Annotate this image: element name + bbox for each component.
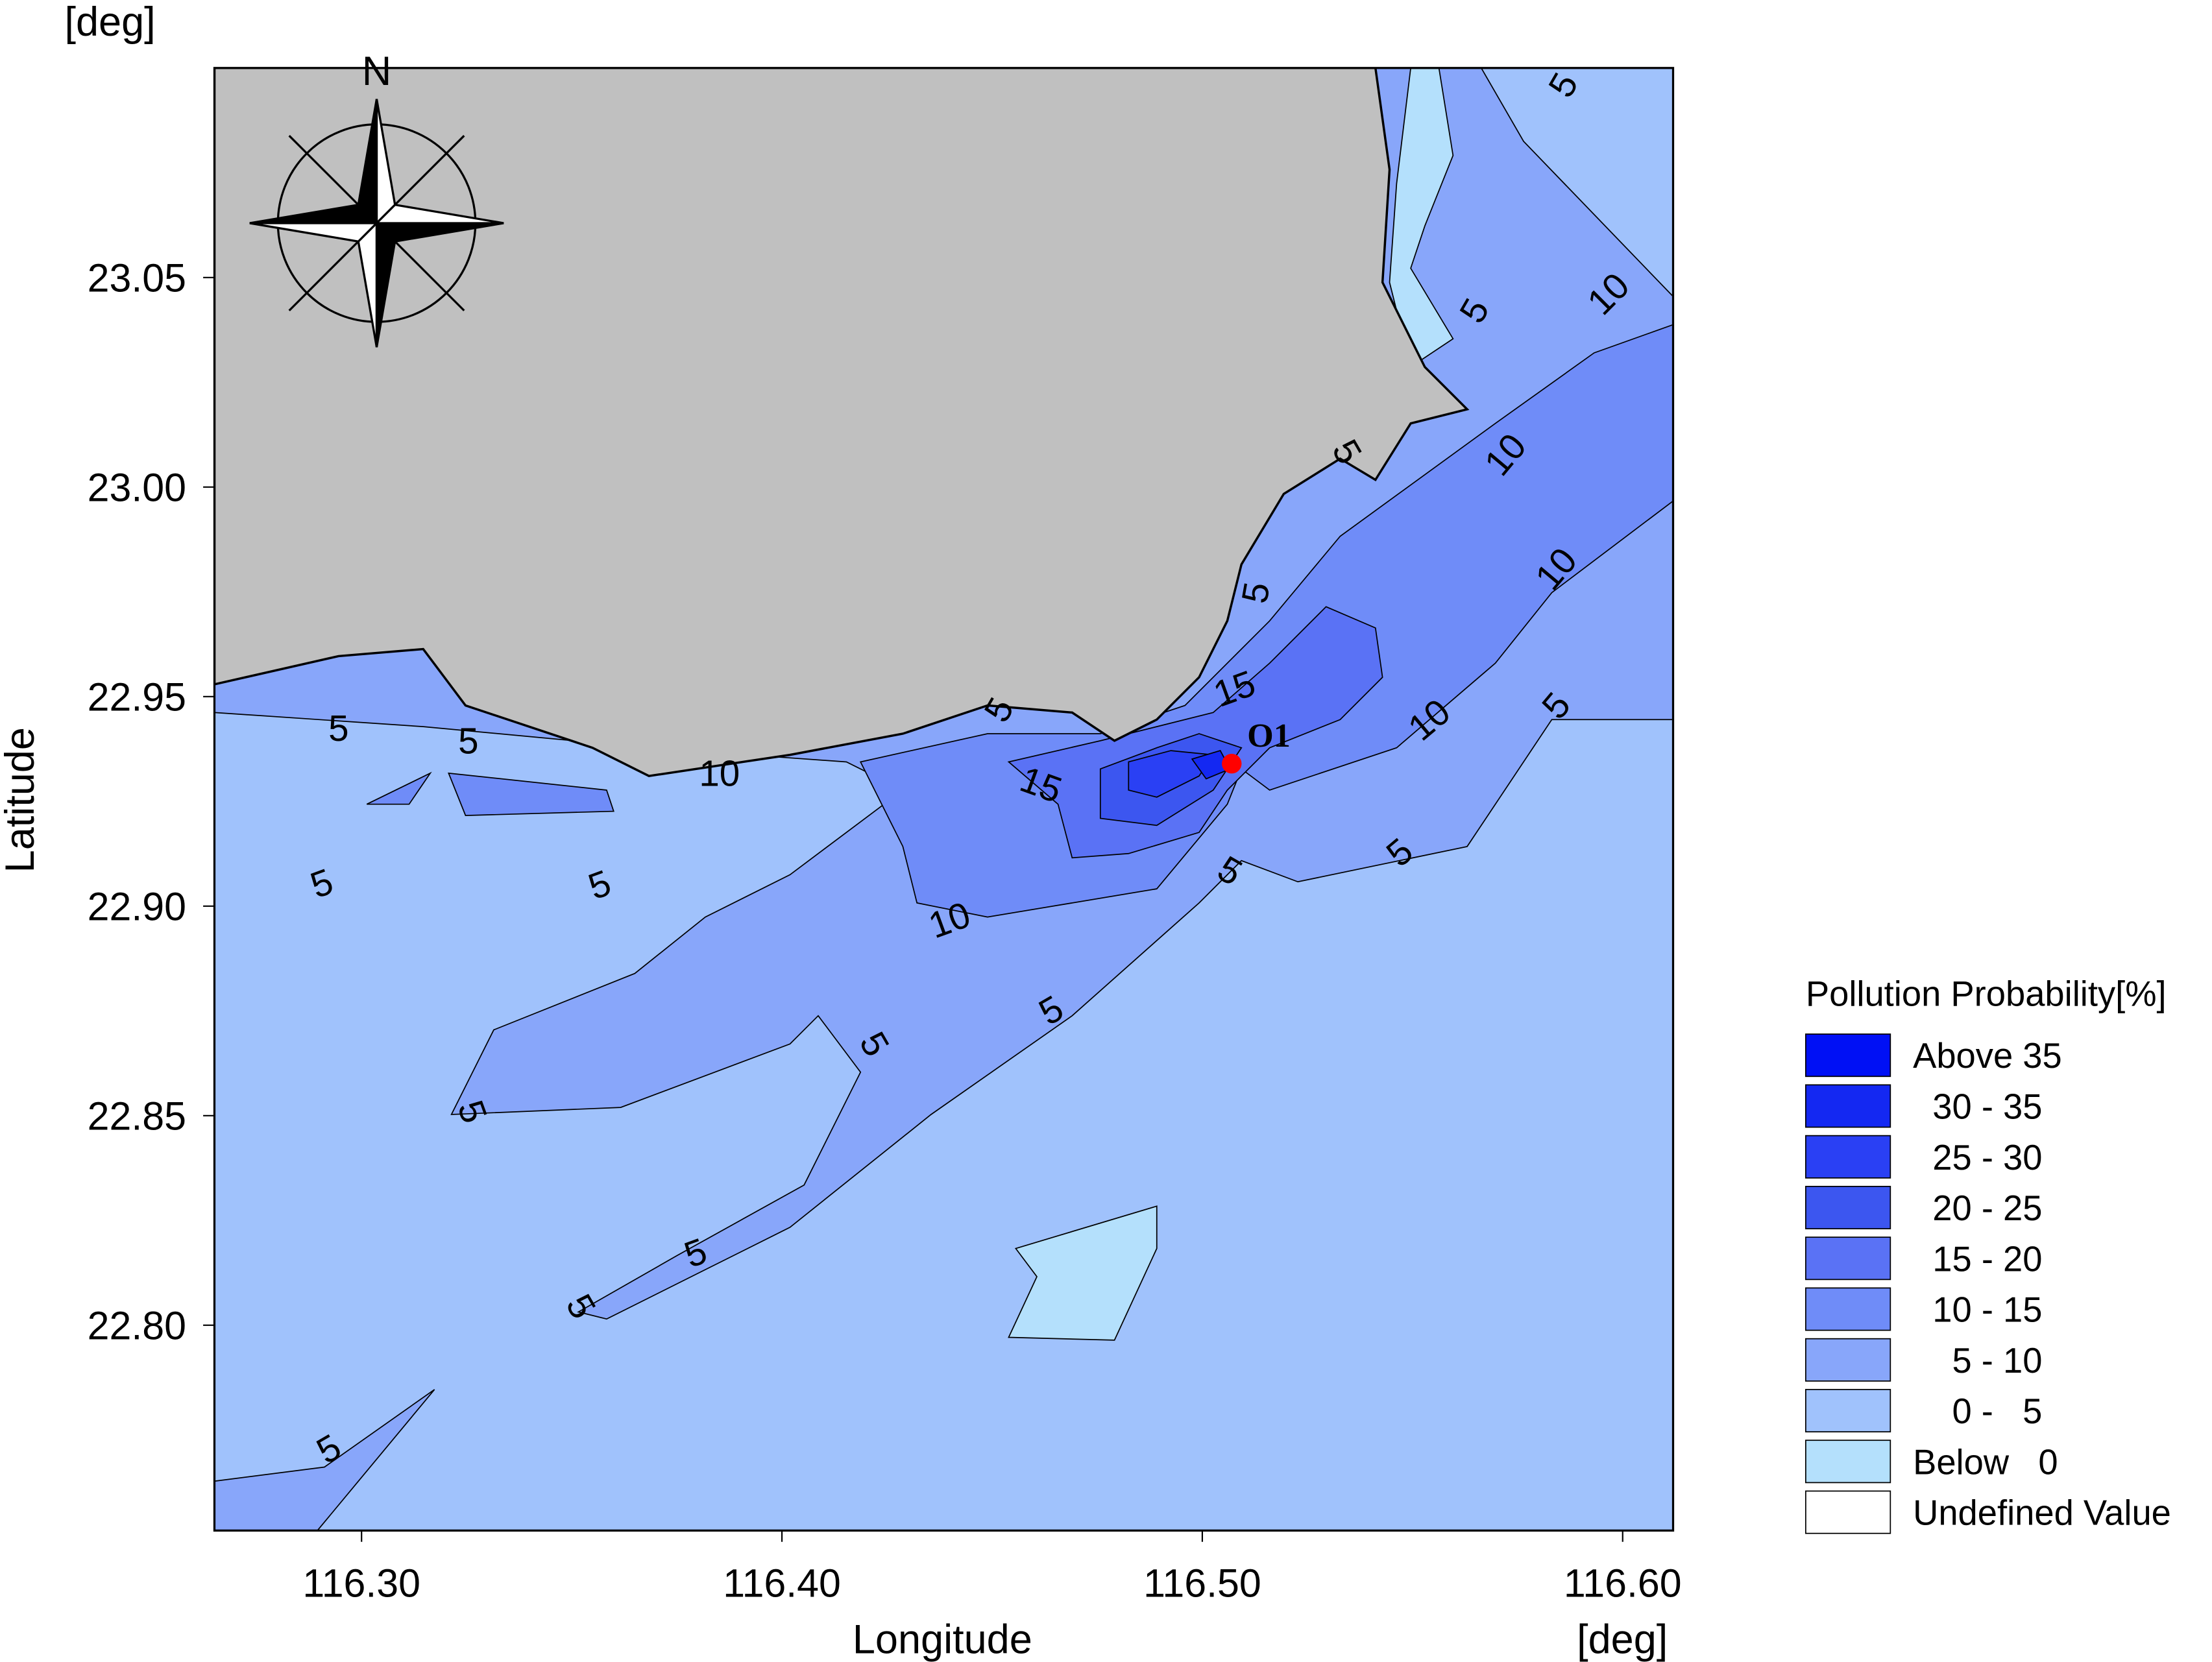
y-tick-label: 22.90: [88, 885, 186, 929]
legend-label: 0 - 5: [1913, 1391, 2042, 1431]
station-label: O1: [1247, 717, 1291, 754]
y-tick-label: 22.85: [88, 1094, 186, 1138]
x-unit: [deg]: [1577, 1617, 1668, 1662]
legend-swatch: [1805, 1287, 1891, 1331]
x-tick-label: 116.50: [1143, 1561, 1261, 1606]
x-tick-label: 116.30: [302, 1561, 420, 1606]
x-tick-label: 116.40: [723, 1561, 841, 1606]
legend-label: 30 - 35: [1913, 1087, 2042, 1127]
legend-swatch: [1805, 1084, 1891, 1128]
legend-swatch: [1805, 1135, 1891, 1179]
legend-swatch: [1805, 1439, 1891, 1484]
x-tick-label: 116.60: [1564, 1561, 1682, 1606]
compass-label: N: [362, 49, 392, 94]
land: [214, 67, 1470, 778]
compass-point: [249, 222, 380, 243]
legend-swatch: [1805, 1490, 1891, 1534]
y-tick-label: 22.95: [88, 675, 186, 719]
legend-swatch: [1805, 1338, 1891, 1382]
y-axis-label: Latitude: [0, 727, 43, 873]
legend-label: Below 0: [1913, 1442, 2058, 1482]
legend-label: 10 - 15: [1913, 1290, 2042, 1330]
legend-swatch: [1805, 1186, 1891, 1229]
contour-label: 10: [699, 753, 740, 793]
legend-swatch: [1805, 1389, 1891, 1433]
contour-label: 5: [458, 720, 478, 761]
band-25-30: [1128, 750, 1215, 798]
station-marker: [1222, 753, 1242, 774]
contour-label: 5: [328, 708, 348, 749]
legend-label: 20 - 25: [1913, 1188, 2042, 1228]
legend-label: Undefined Value: [1913, 1493, 2171, 1533]
legend-label: 5 - 10: [1913, 1341, 2042, 1380]
y-tick-label: 23.00: [88, 466, 186, 510]
compass-point: [374, 203, 504, 224]
y-tick-label: 22.80: [88, 1304, 186, 1348]
legend-title: Pollution Probability[%]: [1806, 974, 2167, 1014]
legend-swatch: [1805, 1236, 1891, 1281]
legend-label: Above 35: [1913, 1036, 2062, 1076]
legend-label: 25 - 30: [1913, 1138, 2042, 1177]
plot-frame: [213, 67, 1675, 1532]
band-below-0: [1389, 67, 1454, 368]
y-tick-label: 23.05: [88, 256, 186, 300]
band-below-0: [1008, 1205, 1158, 1341]
band-10-15: [448, 772, 614, 816]
legend-swatch: [1805, 1033, 1891, 1078]
band-5-10: [214, 1389, 435, 1531]
band-10-15: [366, 771, 432, 805]
y-unit: [deg]: [64, 0, 155, 45]
compass: [249, 99, 504, 348]
contour-field: [214, 67, 1673, 1531]
x-axis-label: Longitude: [853, 1617, 1032, 1662]
legend-label: 15 - 20: [1913, 1239, 2042, 1279]
